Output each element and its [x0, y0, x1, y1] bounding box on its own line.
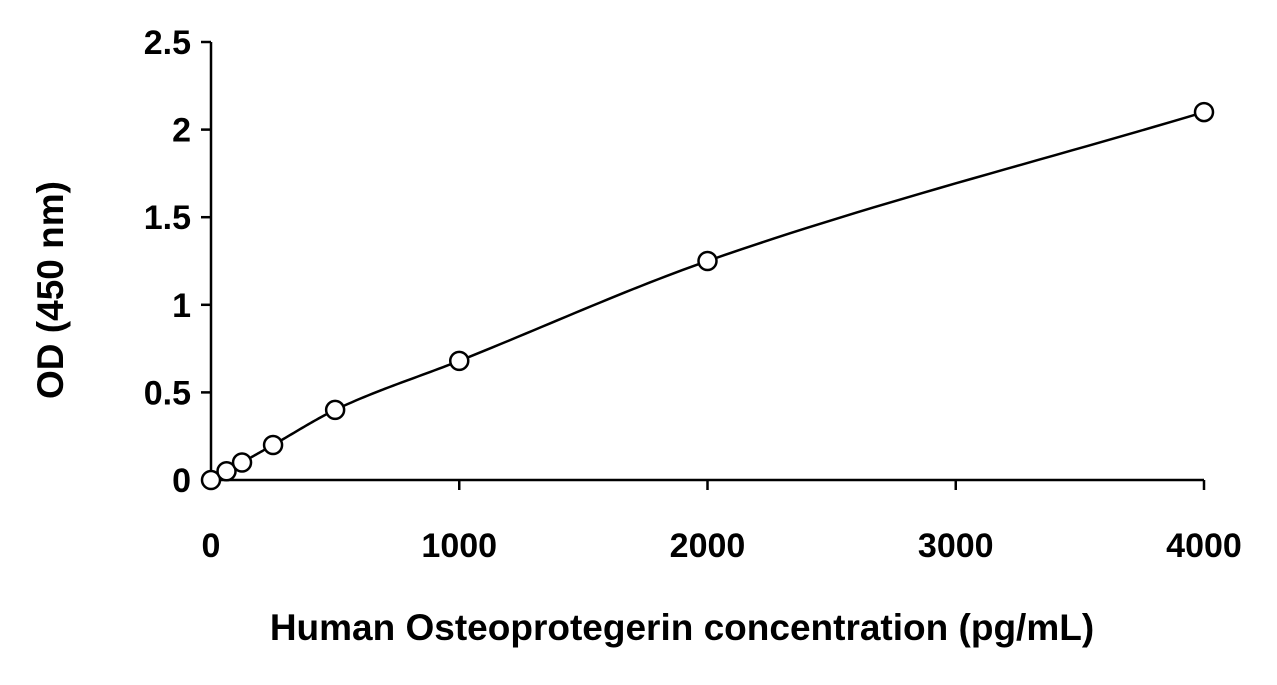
y-tick-label: 2.5	[144, 24, 191, 62]
x-tick-label: 2000	[670, 527, 746, 565]
data-point	[449, 350, 470, 372]
fit-curve	[210, 110, 1205, 482]
data-points	[200, 101, 1215, 491]
plot-area: 0 0.5 1 1.5 2 2.5 0 1000 2000 3000 4000	[144, 24, 1242, 565]
data-point	[697, 250, 718, 272]
data-point	[1193, 101, 1215, 123]
x-tick-label: 0	[202, 527, 221, 565]
y-tick-label: 1	[172, 287, 191, 325]
y-axis-ticks: 0 0.5 1 1.5 2 2.5	[144, 24, 211, 500]
y-tick-label: 2	[172, 112, 191, 150]
y-tick-label: 1.5	[144, 199, 191, 237]
x-axis-ticks: 0 1000 2000 3000 4000	[202, 480, 1242, 565]
data-point	[324, 399, 346, 421]
x-tick-label: 4000	[1166, 527, 1242, 565]
data-point	[231, 452, 253, 473]
y-axis-title: OD (450 nm)	[30, 181, 71, 399]
data-point	[216, 460, 237, 482]
y-tick-label: 0.5	[144, 374, 191, 412]
data-point	[200, 469, 222, 491]
x-tick-label: 3000	[918, 527, 994, 565]
data-point	[262, 434, 284, 456]
x-tick-label: 1000	[421, 527, 497, 565]
x-axis-title: Human Osteoprotegerin concentration (pg/…	[270, 607, 1094, 648]
y-tick-label: 0	[172, 462, 191, 500]
